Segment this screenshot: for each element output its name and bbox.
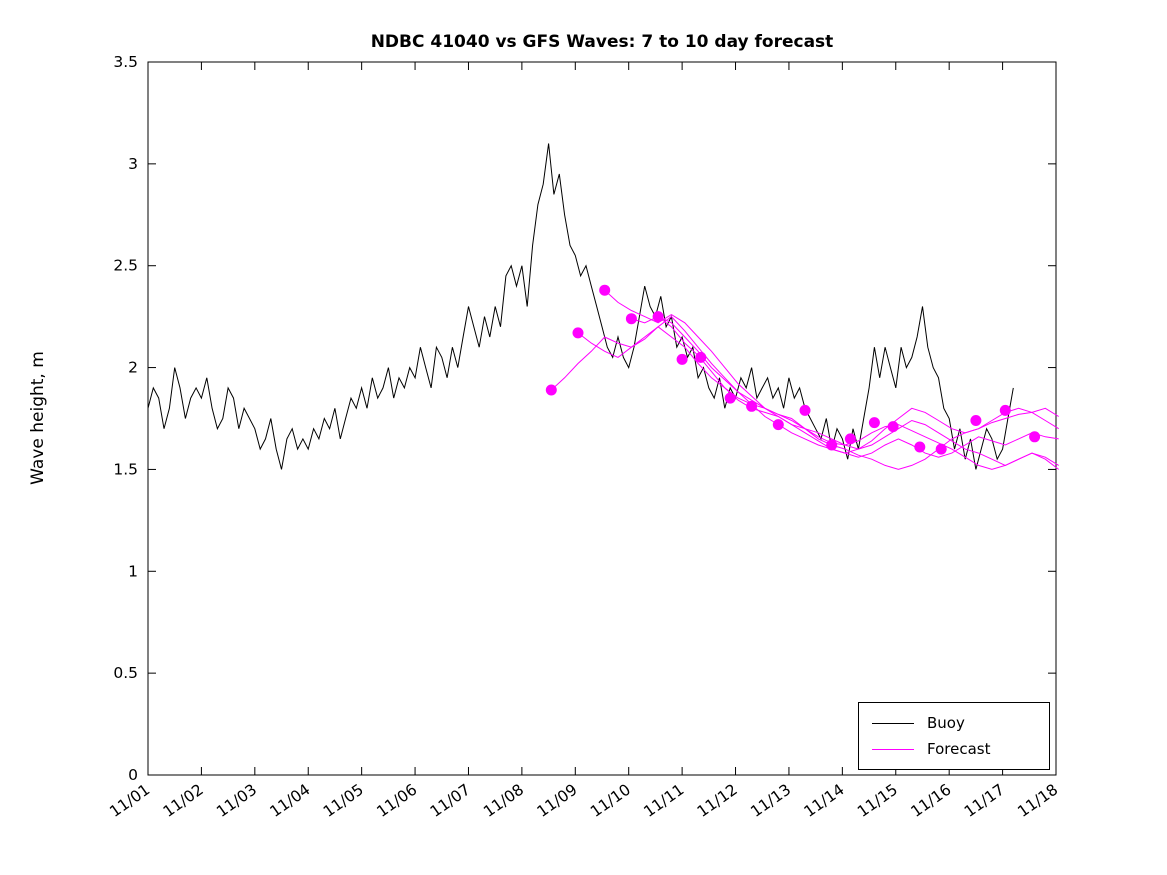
forecast-marker (887, 421, 899, 433)
x-tick-label: 11/08 (480, 781, 527, 821)
y-tick-label: 3 (128, 155, 138, 173)
forecast-line (631, 316, 1060, 470)
x-tick-label: 11/02 (160, 781, 207, 821)
forecast-marker (545, 384, 557, 396)
forecast-marker (844, 433, 856, 445)
forecast-line (550, 326, 1059, 470)
x-tick-label: 11/04 (267, 781, 314, 821)
forecast-marker (599, 284, 611, 296)
forecast-marker (935, 443, 947, 455)
forecast-marker (625, 313, 637, 325)
y-tick-label: 0.5 (113, 664, 138, 682)
legend: Buoy Forecast (858, 702, 1050, 770)
forecast-line (577, 315, 1059, 458)
x-tick-label: 11/06 (373, 781, 420, 821)
x-tick-label: 11/03 (213, 781, 260, 821)
x-tick-label: 11/11 (640, 781, 687, 821)
forecast-marker (676, 353, 688, 365)
y-tick-label: 2.5 (113, 257, 138, 275)
axes-box (147, 61, 1057, 776)
x-tick-label: 11/05 (320, 781, 367, 821)
x-tick-label: 11/07 (427, 781, 474, 821)
buoy-line-sample (872, 722, 914, 724)
forecast-marker (652, 311, 664, 323)
forecast-marker (746, 400, 758, 412)
forecast-marker (572, 327, 584, 339)
chart-title: NDBC 41040 vs GFS Waves: 7 to 10 day for… (370, 32, 834, 52)
y-tick-label: 0 (128, 766, 138, 784)
x-tick-label: 11/15 (854, 781, 901, 821)
legend-label-buoy: Buoy (927, 714, 965, 732)
forecast-line-sample (872, 748, 914, 750)
x-tick-label: 11/13 (747, 781, 794, 821)
forecast-marker (772, 419, 784, 431)
buoy-line (147, 143, 1014, 470)
forecast-marker (914, 441, 926, 453)
forecast-marker (799, 404, 811, 416)
x-tick-label: 11/17 (961, 781, 1008, 821)
legend-label-forecast: Forecast (927, 740, 991, 758)
x-tick-label: 11/14 (801, 781, 848, 821)
y-tick-label: 2 (128, 359, 138, 377)
x-tick-label: 11/10 (587, 781, 634, 821)
y-tick-label: 1.5 (113, 460, 138, 478)
legend-entry-buoy: Buoy (859, 710, 1049, 736)
forecast-marker (1029, 431, 1041, 443)
forecast-marker (826, 439, 838, 451)
forecast-marker (695, 351, 707, 363)
y-tick-label: 3.5 (113, 53, 138, 71)
x-tick-label: 11/09 (534, 781, 581, 821)
forecast-line (657, 316, 1059, 454)
x-tick-label: 11/01 (106, 781, 153, 821)
forecast-marker (724, 392, 736, 404)
x-tick-label: 11/16 (908, 781, 955, 821)
y-tick-label: 1 (128, 562, 138, 580)
forecast-marker (970, 415, 982, 426)
forecast-marker (868, 417, 880, 429)
forecast-marker (999, 404, 1011, 416)
x-tick-label: 11/12 (694, 781, 741, 821)
legend-entry-forecast: Forecast (859, 736, 1049, 762)
forecast-line (604, 289, 1059, 466)
x-tick-label: 11/18 (1014, 781, 1061, 821)
y-axis-label: Wave height, m (28, 351, 48, 485)
